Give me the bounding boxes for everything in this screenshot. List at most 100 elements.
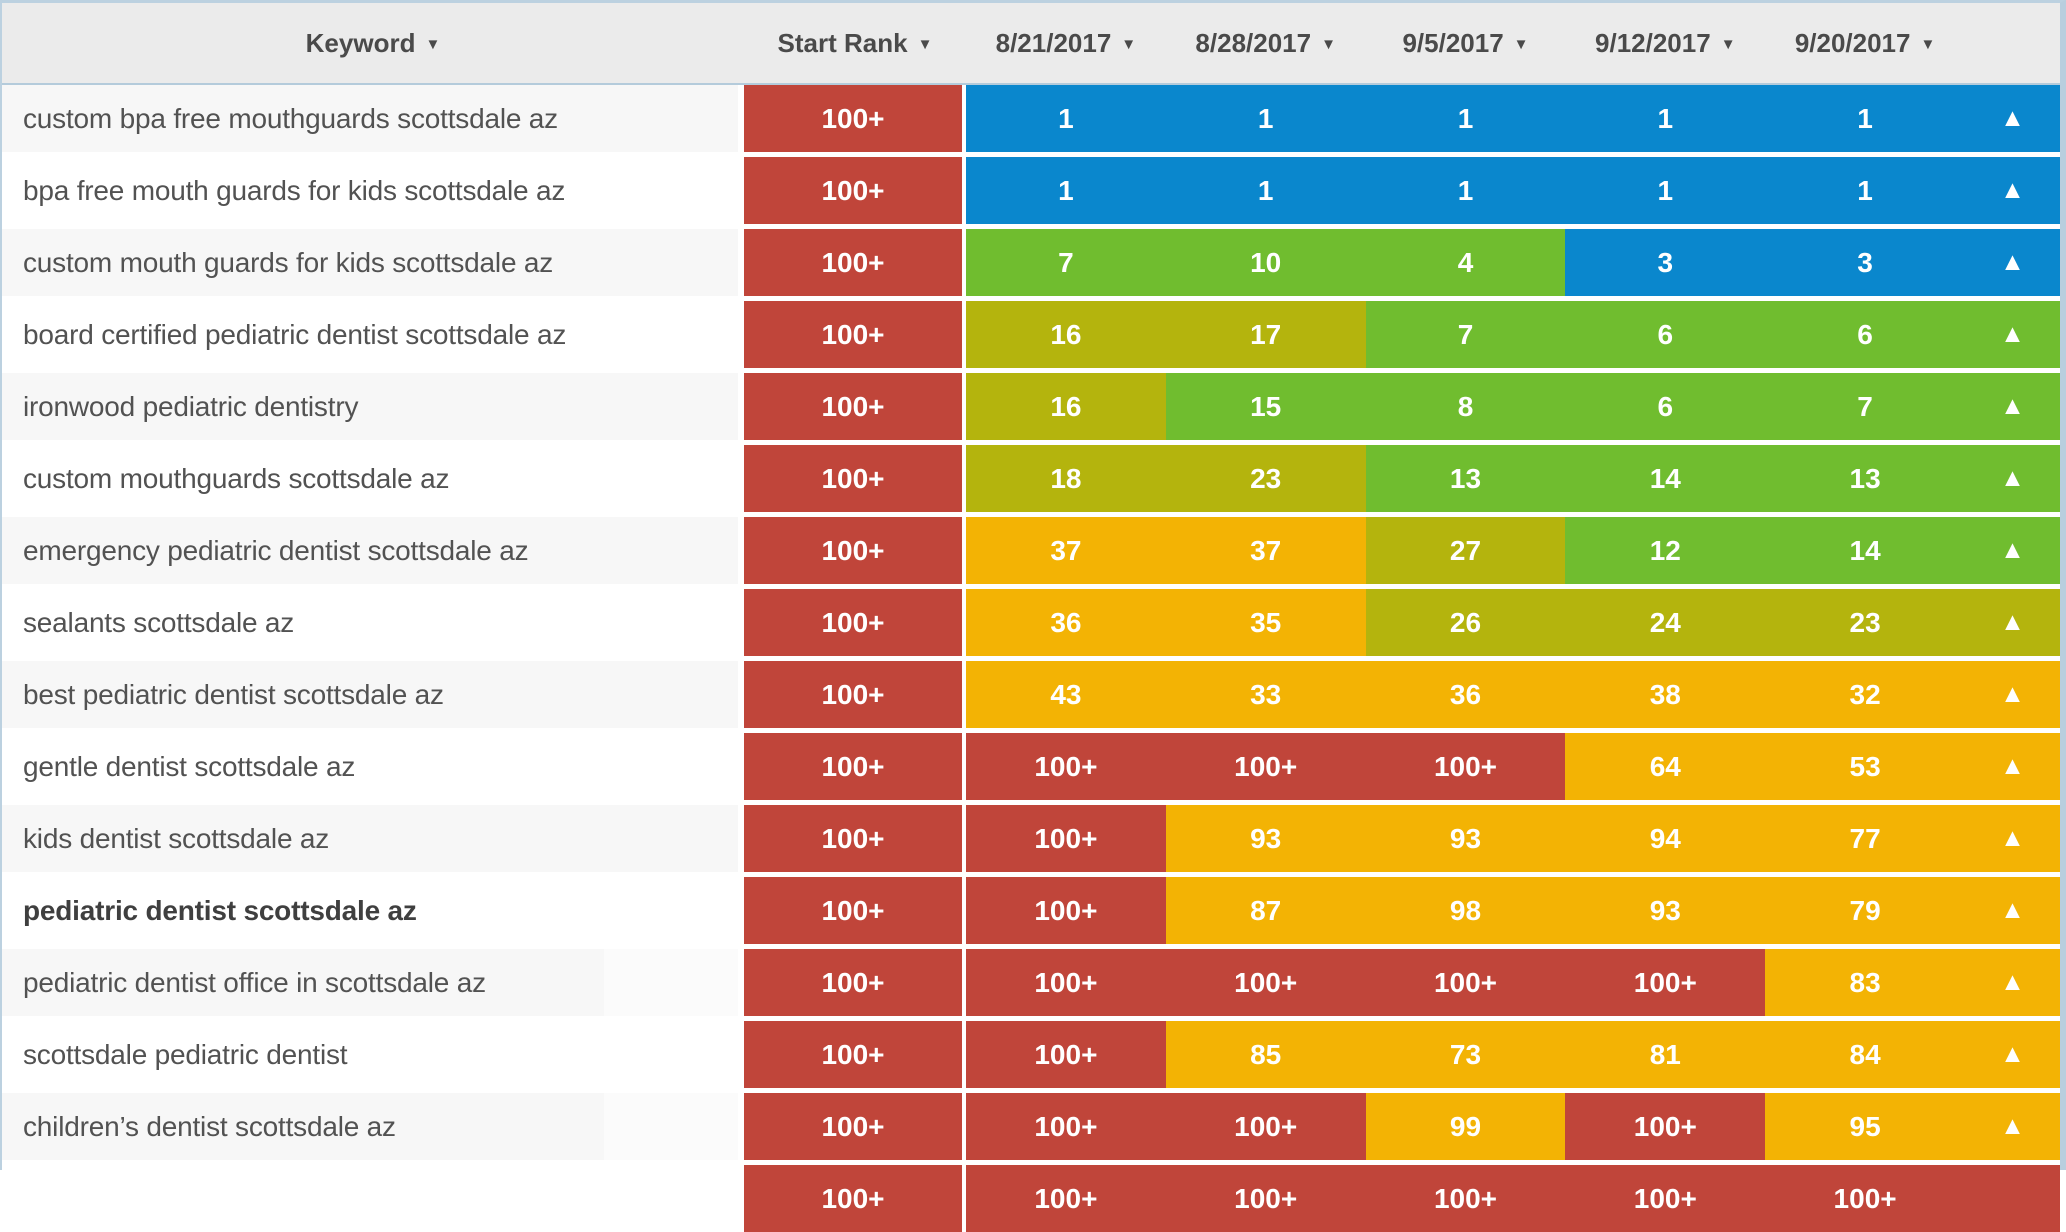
trend-arrow-cell: ▲ bbox=[1964, 949, 2060, 1016]
keyword-cell[interactable]: sealants scottsdale az bbox=[2, 589, 738, 656]
rank-cell-4: 6 bbox=[1565, 373, 1766, 440]
sort-desc-icon[interactable]: ▼ bbox=[1920, 36, 1936, 53]
rank-cell-2: 87 bbox=[1165, 877, 1366, 944]
rank-cell-2: 100+ bbox=[1165, 1165, 1366, 1232]
header-date-1[interactable]: 8/21/2017 ▼ bbox=[966, 3, 1166, 83]
rank-cell-4: 6 bbox=[1565, 301, 1766, 368]
rank-cell-1: 43 bbox=[966, 661, 1166, 728]
rank-cell-2: 100+ bbox=[1165, 1093, 1366, 1160]
sort-desc-icon[interactable]: ▼ bbox=[1720, 36, 1736, 53]
trend-arrow-cell: ▲ bbox=[1964, 157, 2060, 224]
trend-arrow-cell: ▲ bbox=[1964, 589, 2060, 656]
keyword-cell[interactable]: best pediatric dentist scottsdale az bbox=[2, 661, 738, 728]
rank-cell-2: 85 bbox=[1165, 1021, 1366, 1088]
table-row: custom bpa free mouthguards scottsdale a… bbox=[2, 85, 2060, 152]
column-gutter bbox=[962, 157, 966, 224]
header-keyword[interactable]: Keyword ▼ bbox=[2, 3, 744, 83]
rank-cell-3: 98 bbox=[1365, 877, 1566, 944]
table-body: custom bpa free mouthguards scottsdale a… bbox=[2, 85, 2060, 1232]
rank-cell-3: 1 bbox=[1365, 85, 1566, 152]
rank-cell-2: 100+ bbox=[1165, 949, 1366, 1016]
keyword-cell[interactable]: children’s dentist scottsdale az bbox=[2, 1093, 738, 1160]
keyword-cell[interactable]: emergency pediatric dentist scottsdale a… bbox=[2, 517, 738, 584]
keyword-cell[interactable]: kids dentist scottsdale az bbox=[2, 805, 738, 872]
sort-desc-icon[interactable]: ▼ bbox=[1513, 36, 1529, 53]
table-row: pediatric dentist office in scottsdale a… bbox=[2, 949, 2060, 1016]
rank-cell-3: 1 bbox=[1365, 157, 1566, 224]
keyword-cell[interactable]: bpa free mouth guards for kids scottsdal… bbox=[2, 157, 738, 224]
column-gutter bbox=[738, 301, 744, 368]
start-rank-cell: 100+ bbox=[744, 661, 962, 728]
rank-cell-4: 3 bbox=[1565, 229, 1766, 296]
rank-cell-1: 100+ bbox=[966, 805, 1166, 872]
table-row: pediatric dentist scottsdale az 100+ 100… bbox=[2, 877, 2060, 944]
up-arrow-icon: ▲ bbox=[2000, 464, 2025, 492]
start-rank-cell: 100+ bbox=[744, 157, 962, 224]
rank-cell-5: 6 bbox=[1765, 301, 1965, 368]
keyword-cell[interactable]: custom mouthguards scottsdale az bbox=[2, 445, 738, 512]
rank-cell-1: 16 bbox=[966, 301, 1166, 368]
table-header: Keyword ▼ Start Rank ▼ 8/21/2017 ▼ 8/28/… bbox=[2, 3, 2060, 85]
keyword-cell[interactable]: ironwood pediatric dentistry bbox=[2, 373, 738, 440]
trend-arrow-cell: ▲ bbox=[1964, 301, 2060, 368]
trend-arrow-cell: ▲ bbox=[1964, 229, 2060, 296]
start-rank-cell: 100+ bbox=[744, 877, 962, 944]
sort-desc-icon[interactable]: ▼ bbox=[1321, 36, 1336, 53]
table-row: gentle dentist scottsdale az 100+ 100+ 1… bbox=[2, 733, 2060, 800]
rank-cell-2: 15 bbox=[1165, 373, 1366, 440]
rank-cell-2: 23 bbox=[1165, 445, 1366, 512]
rank-cell-3: 100+ bbox=[1365, 1165, 1566, 1232]
keyword-cell[interactable]: pediatric dentist scottsdale az bbox=[2, 877, 738, 944]
rank-cell-3: 26 bbox=[1365, 589, 1566, 656]
header-start-rank-label: Start Rank bbox=[777, 27, 908, 58]
sort-desc-icon[interactable]: ▼ bbox=[917, 36, 933, 53]
header-date-3[interactable]: 9/5/2017 ▼ bbox=[1366, 3, 1566, 83]
start-rank-cell: 100+ bbox=[744, 301, 962, 368]
rank-cell-5: 14 bbox=[1765, 517, 1965, 584]
keyword-cell[interactable]: custom mouth guards for kids scottsdale … bbox=[2, 229, 738, 296]
trend-arrow-cell: ▲ bbox=[1964, 805, 2060, 872]
rank-cell-4: 14 bbox=[1565, 445, 1766, 512]
rank-cell-1: 100+ bbox=[966, 733, 1166, 800]
header-date-5[interactable]: 9/20/2017 ▼ bbox=[1765, 3, 1965, 83]
start-rank-cell: 100+ bbox=[744, 1093, 962, 1160]
rank-cell-4: 94 bbox=[1565, 805, 1766, 872]
header-trend-spacer bbox=[1965, 3, 2060, 83]
rank-cell-4: 38 bbox=[1565, 661, 1766, 728]
column-gutter bbox=[962, 1093, 966, 1160]
rank-cell-2: 93 bbox=[1165, 805, 1366, 872]
start-rank-cell: 100+ bbox=[744, 85, 962, 152]
keyword-cell[interactable]: pediatric dentist office in scottsdale a… bbox=[2, 949, 738, 1016]
rank-cell-1: 100+ bbox=[966, 1093, 1166, 1160]
header-date-2[interactable]: 8/28/2017 ▼ bbox=[1166, 3, 1366, 83]
rank-cell-5: 23 bbox=[1765, 589, 1965, 656]
keyword-cell[interactable]: custom bpa free mouthguards scottsdale a… bbox=[2, 85, 738, 152]
header-date-4[interactable]: 9/12/2017 ▼ bbox=[1565, 3, 1765, 83]
rank-cell-1: 100+ bbox=[966, 1165, 1166, 1232]
sort-desc-icon[interactable]: ▼ bbox=[425, 36, 441, 53]
sort-desc-icon[interactable]: ▼ bbox=[1121, 36, 1137, 53]
column-gutter bbox=[962, 85, 966, 152]
header-keyword-label: Keyword bbox=[305, 27, 416, 58]
column-gutter bbox=[738, 661, 744, 728]
column-gutter bbox=[738, 733, 744, 800]
header-date-2-label: 8/28/2017 bbox=[1195, 27, 1312, 58]
keyword-cell[interactable] bbox=[2, 1165, 738, 1232]
start-rank-cell: 100+ bbox=[744, 229, 962, 296]
keyword-cell[interactable]: scottsdale pediatric dentist bbox=[2, 1021, 738, 1088]
keyword-cell[interactable]: board certified pediatric dentist scotts… bbox=[2, 301, 738, 368]
column-gutter bbox=[962, 589, 966, 656]
up-arrow-icon: ▲ bbox=[2000, 104, 2025, 132]
table-row: emergency pediatric dentist scottsdale a… bbox=[2, 517, 2060, 584]
column-gutter bbox=[962, 661, 966, 728]
keyword-cell[interactable]: gentle dentist scottsdale az bbox=[2, 733, 738, 800]
rank-cell-4: 100+ bbox=[1565, 1165, 1766, 1232]
up-arrow-icon: ▲ bbox=[2000, 1040, 2025, 1068]
start-rank-cell: 100+ bbox=[744, 1165, 962, 1232]
rank-cell-3: 13 bbox=[1365, 445, 1566, 512]
trend-arrow-cell bbox=[1964, 1165, 2060, 1232]
header-start-rank[interactable]: Start Rank ▼ bbox=[744, 3, 966, 83]
rank-cell-2: 17 bbox=[1165, 301, 1366, 368]
column-gutter bbox=[962, 1021, 966, 1088]
table-row: sealants scottsdale az 100+ 36 35 26 24 … bbox=[2, 589, 2060, 656]
